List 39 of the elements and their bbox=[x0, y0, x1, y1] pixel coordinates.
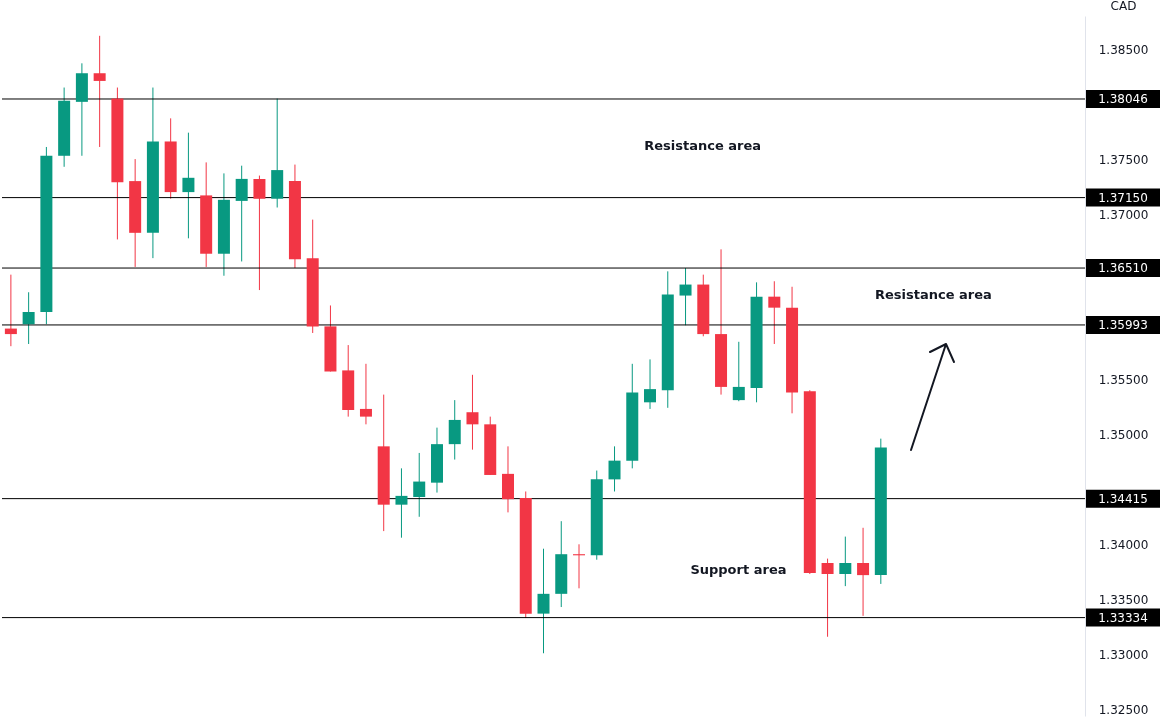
candlestick bbox=[182, 132, 195, 239]
candlestick bbox=[359, 363, 372, 425]
y-tick-label: 1.38500 bbox=[1098, 42, 1149, 57]
candlestick bbox=[608, 445, 621, 492]
ref-line-label: 1.37150 bbox=[1098, 190, 1148, 205]
candlestick bbox=[839, 536, 852, 587]
candlestick bbox=[573, 543, 586, 589]
y-axis-title: CAD bbox=[1110, 0, 1137, 13]
candlestick bbox=[413, 452, 426, 518]
ref-line-label: 1.33334 bbox=[1098, 610, 1148, 625]
candlestick bbox=[857, 527, 870, 617]
candlestick bbox=[4, 274, 17, 347]
candlestick bbox=[679, 267, 692, 326]
candlestick bbox=[821, 558, 834, 638]
candlestick bbox=[732, 341, 745, 402]
candlestick bbox=[253, 175, 266, 291]
y-tick-label: 1.35000 bbox=[1098, 427, 1149, 442]
candlestick bbox=[466, 374, 479, 451]
y-tick-label: 1.32500 bbox=[1098, 702, 1149, 717]
candlestick bbox=[395, 467, 408, 539]
ref-line-label: 1.34415 bbox=[1098, 491, 1148, 506]
candlestick bbox=[235, 165, 248, 262]
ref-line-label: 1.36510 bbox=[1098, 261, 1148, 276]
candlestick bbox=[22, 291, 35, 345]
candlestick bbox=[537, 548, 550, 654]
candlestick bbox=[644, 358, 657, 410]
annotation: Support area bbox=[690, 561, 787, 577]
y-tick-label: 1.35500 bbox=[1098, 372, 1149, 387]
y-tick-label: 1.33500 bbox=[1098, 592, 1149, 607]
y-tick-label: 1.33000 bbox=[1098, 647, 1149, 662]
y-tick-label: 1.37000 bbox=[1098, 207, 1149, 222]
candlestick bbox=[768, 280, 781, 345]
ref-line-label: 1.38046 bbox=[1098, 91, 1148, 106]
y-tick-label: 1.34000 bbox=[1098, 537, 1149, 552]
candlestick bbox=[93, 35, 106, 148]
ref-line-label: 1.35993 bbox=[1098, 317, 1148, 332]
y-tick-label: 1.37500 bbox=[1098, 152, 1149, 167]
annotation: Resistance area bbox=[644, 138, 762, 154]
annotation: Resistance area bbox=[874, 287, 992, 303]
